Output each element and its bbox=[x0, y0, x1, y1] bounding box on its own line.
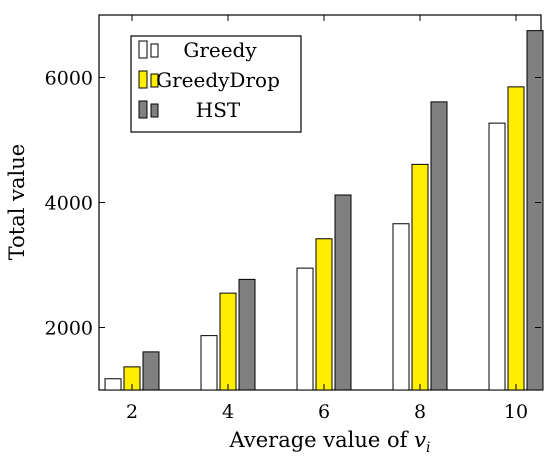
bar-hst-4 bbox=[238, 278, 256, 391]
bar-greedy-4 bbox=[200, 335, 218, 391]
legend-swatch-greedy bbox=[138, 40, 148, 59]
x-tick-label: 4 bbox=[222, 401, 234, 423]
bar-greedy-8 bbox=[392, 223, 410, 391]
bar-hst-2 bbox=[142, 351, 160, 391]
bar-greedydrop-6 bbox=[315, 238, 333, 391]
x-tick-label: 2 bbox=[126, 401, 138, 423]
y-ticks-group: 2000 4000 6000 bbox=[45, 68, 541, 340]
x-axis-title-sub: i bbox=[426, 440, 430, 456]
bar-greedydrop-10 bbox=[507, 86, 525, 391]
legend-swatch-greedydrop bbox=[138, 70, 148, 89]
y-tick-label: 4000 bbox=[45, 193, 93, 215]
y-axis-title: Total value bbox=[5, 144, 29, 260]
x-tick-label: 6 bbox=[318, 401, 330, 423]
bar-greedydrop-8 bbox=[411, 163, 429, 391]
legend-box bbox=[130, 35, 302, 133]
y-tick-label: 2000 bbox=[45, 318, 93, 340]
x-tick-label: 8 bbox=[414, 401, 426, 423]
bars-group bbox=[104, 30, 544, 391]
legend-swatch-small-hst bbox=[150, 103, 159, 118]
legend-swatch-hst bbox=[138, 100, 148, 119]
bar-greedydrop-4 bbox=[219, 292, 237, 391]
legend-label-greedydrop: GreedyDrop bbox=[156, 68, 280, 92]
bar-hst-10 bbox=[526, 30, 544, 391]
x-axis-title-text: Average value of bbox=[229, 428, 415, 452]
x-tick-label: 10 bbox=[504, 401, 528, 423]
bar-greedy-6 bbox=[296, 267, 314, 391]
bar-hst-6 bbox=[334, 194, 352, 391]
x-axis-title-var: v bbox=[414, 428, 426, 452]
legend-swatch-small-greedy bbox=[150, 43, 159, 58]
x-axis-title: Average value of vi bbox=[229, 428, 431, 456]
bar-greedy-2 bbox=[104, 378, 122, 391]
bar-greedy-10 bbox=[488, 122, 506, 391]
legend-label-greedy: Greedy bbox=[183, 38, 257, 62]
legend-label-hst: HST bbox=[196, 98, 241, 122]
bar-hst-8 bbox=[430, 101, 448, 391]
y-tick-label: 6000 bbox=[45, 68, 93, 90]
legend: Greedy GreedyDrop HST bbox=[130, 35, 302, 133]
x-ticks-group: 2 4 6 8 10 bbox=[126, 15, 528, 423]
legend-swatch-small-greedydrop bbox=[150, 73, 159, 88]
